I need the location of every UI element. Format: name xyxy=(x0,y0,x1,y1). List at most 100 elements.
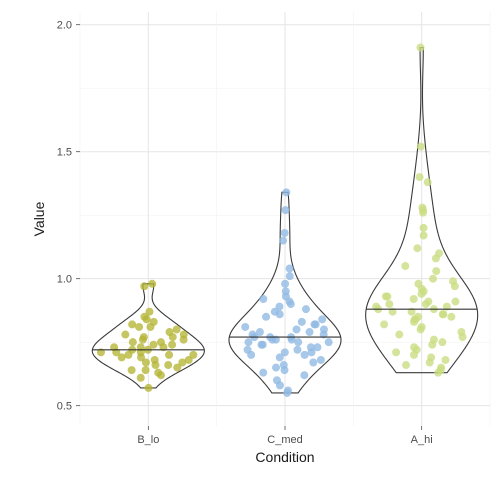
data-point xyxy=(419,223,428,232)
data-point xyxy=(275,381,284,390)
data-point xyxy=(272,363,281,372)
data-point xyxy=(438,338,447,347)
x-tick-label: B_lo xyxy=(137,434,159,446)
data-point xyxy=(434,368,443,377)
data-point xyxy=(417,289,426,298)
data-point xyxy=(409,295,418,304)
data-point xyxy=(165,350,174,359)
data-point xyxy=(189,350,198,359)
data-point xyxy=(148,279,157,288)
grid xyxy=(79,12,491,426)
data-point xyxy=(172,325,181,334)
data-point xyxy=(309,358,318,367)
data-point xyxy=(280,366,289,375)
data-point xyxy=(410,317,419,326)
data-point xyxy=(451,297,460,306)
data-point xyxy=(431,254,440,263)
data-point xyxy=(409,350,418,359)
data-point xyxy=(416,43,425,52)
data-point xyxy=(429,274,438,283)
points xyxy=(96,43,467,397)
data-point xyxy=(283,388,292,397)
data-point xyxy=(262,312,271,321)
data-point xyxy=(179,335,188,344)
data-point xyxy=(310,320,319,329)
data-point xyxy=(144,383,153,392)
data-point xyxy=(244,338,253,347)
x-tick-label: A_hi xyxy=(411,434,433,446)
data-point xyxy=(450,282,459,291)
data-point xyxy=(279,236,288,245)
data-point xyxy=(292,325,301,334)
data-point xyxy=(138,335,147,344)
data-point xyxy=(128,320,137,329)
data-point xyxy=(275,353,284,362)
x-axis-title: Condition xyxy=(255,449,314,465)
data-point xyxy=(402,361,411,370)
data-point xyxy=(421,300,430,309)
data-point xyxy=(168,340,177,349)
data-point xyxy=(140,282,149,291)
data-point xyxy=(121,330,130,339)
data-point xyxy=(137,353,146,362)
data-point xyxy=(241,322,250,331)
data-point xyxy=(300,371,309,380)
data-point xyxy=(282,188,291,197)
y-tick-label: 0.5 xyxy=(57,401,72,413)
data-point xyxy=(286,300,295,309)
data-point xyxy=(184,355,193,364)
data-point xyxy=(324,338,333,347)
data-point xyxy=(124,350,133,359)
data-point xyxy=(401,261,410,270)
data-point xyxy=(127,366,136,375)
data-point xyxy=(285,272,294,281)
data-point xyxy=(458,333,467,342)
data-point xyxy=(381,292,390,301)
violin-C_med xyxy=(228,191,342,394)
data-point xyxy=(145,307,154,316)
data-point xyxy=(178,358,187,367)
data-point xyxy=(259,368,268,377)
data-point xyxy=(280,348,289,357)
data-point xyxy=(136,373,145,382)
data-point xyxy=(280,228,289,237)
data-point xyxy=(117,353,126,362)
y-tick-label: 1.0 xyxy=(57,274,72,286)
data-point xyxy=(156,371,165,380)
data-point xyxy=(416,325,425,334)
data-point xyxy=(297,317,306,326)
data-point xyxy=(293,345,302,354)
data-point xyxy=(419,231,428,240)
data-point xyxy=(441,355,450,364)
data-point xyxy=(416,142,425,151)
data-point xyxy=(259,295,268,304)
data-point xyxy=(432,267,441,276)
data-point xyxy=(385,300,394,309)
data-point xyxy=(141,358,150,367)
data-point xyxy=(275,302,284,311)
data-point xyxy=(128,338,137,347)
data-point xyxy=(300,350,309,359)
data-point xyxy=(413,244,422,253)
data-point xyxy=(380,320,389,329)
data-point xyxy=(141,366,150,375)
y-axis-title: Value xyxy=(31,201,47,236)
data-point xyxy=(423,178,432,187)
data-point xyxy=(275,310,284,319)
data-point xyxy=(258,340,267,349)
data-point xyxy=(318,315,327,324)
data-point xyxy=(301,305,310,314)
data-point xyxy=(281,279,290,288)
data-point xyxy=(285,264,294,273)
data-point xyxy=(313,343,322,352)
data-point xyxy=(149,340,158,349)
data-point xyxy=(151,361,160,370)
data-point xyxy=(247,350,256,359)
data-point xyxy=(173,363,182,372)
data-point xyxy=(316,355,325,364)
data-point xyxy=(415,173,424,182)
data-point xyxy=(419,208,428,217)
data-point xyxy=(305,328,314,337)
data-point xyxy=(395,330,404,339)
